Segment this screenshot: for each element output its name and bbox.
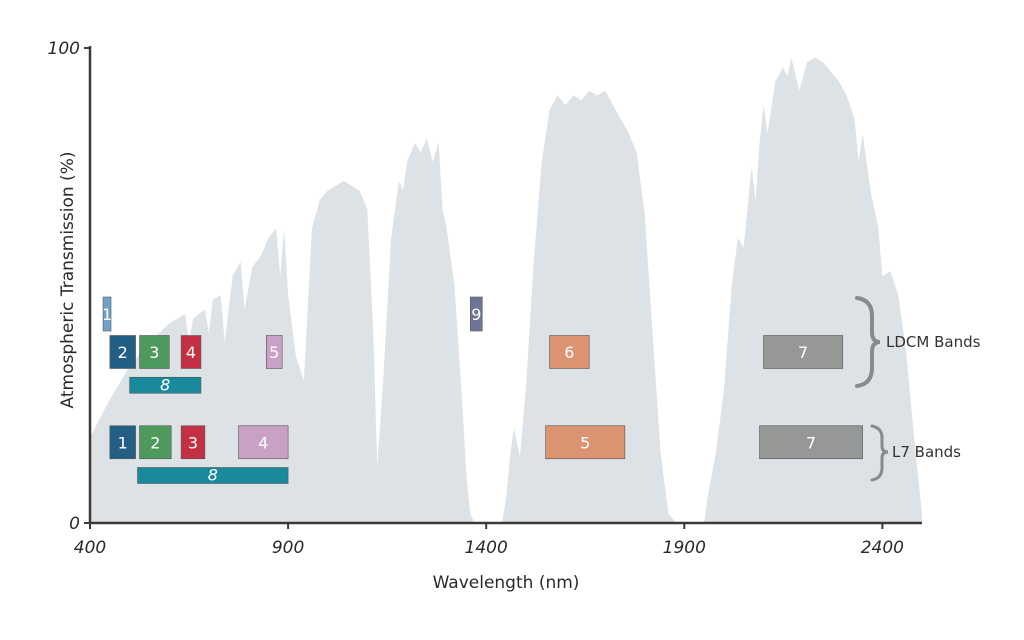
y-tick-label: 100	[48, 39, 80, 59]
l7-band-2-label: 2	[150, 433, 160, 452]
l7-band-1	[109, 425, 136, 460]
x-tick-label: 1900	[663, 538, 706, 558]
l7-brace	[870, 424, 889, 482]
y-tick-label: 0	[69, 514, 80, 534]
l7-band-8-label: 8	[208, 466, 218, 485]
ldcm-band-5	[266, 335, 283, 369]
ldcm-band-8-label: 8	[160, 375, 170, 394]
ldcm-band-9	[470, 296, 483, 332]
ldcm-band-3	[139, 335, 170, 369]
x-tick-label: 400	[74, 538, 106, 558]
ldcm-band-6-label: 6	[564, 343, 574, 362]
transmission-area-path	[90, 57, 922, 523]
x-tick-label: 2400	[861, 538, 904, 558]
ldcm-band-4-label: 4	[186, 343, 196, 362]
l7-band-8	[137, 467, 289, 484]
ldcm-band-2-label: 2	[118, 343, 128, 362]
ldcm-band-8	[129, 376, 202, 394]
l7-band-5-label: 5	[580, 433, 590, 452]
ldcm-band-7	[763, 335, 844, 369]
axis-ticks: 400 900 1400 1900 2400 0 100	[48, 39, 904, 558]
ldcm-band-6	[549, 335, 590, 369]
l7-band-7	[759, 425, 863, 460]
l7-band-4	[238, 425, 289, 460]
x-tick-label: 900	[272, 538, 304, 558]
l7-band-2	[139, 425, 172, 460]
l7-band-1-label: 1	[118, 433, 128, 452]
ldcm-band-1	[102, 296, 112, 332]
ldcm-band-9-label: 9	[471, 305, 481, 324]
y-axis-label: Atmospheric Transmission (%)	[58, 152, 78, 409]
ldcm-brace	[855, 296, 881, 388]
x-axis-label: Wavelength (nm)	[433, 573, 580, 593]
l7-band-7-label: 7	[806, 433, 816, 452]
ldcm-band-1-label: 1	[102, 305, 112, 324]
ldcm-bands-label: LDCM Bands	[886, 333, 981, 351]
ldcm-band-3-label: 3	[149, 343, 159, 362]
l7-bands-label: L7 Bands	[892, 443, 961, 461]
chart-axes	[88, 46, 922, 525]
x-tick-label: 1400	[465, 538, 508, 558]
ldcm-band-7-label: 7	[798, 343, 808, 362]
ldcm-band-5-label: 5	[269, 343, 279, 362]
l7-band-3-label: 3	[188, 433, 198, 452]
group-braces: LDCM Bands L7 Bands	[855, 296, 981, 482]
l7-band-3	[180, 425, 206, 460]
l7-band-4-label: 4	[258, 433, 268, 452]
l7-band-5	[545, 425, 626, 460]
transmission-area	[90, 57, 922, 523]
ldcm-band-4	[180, 335, 202, 369]
ldcm-band-2	[109, 335, 136, 369]
